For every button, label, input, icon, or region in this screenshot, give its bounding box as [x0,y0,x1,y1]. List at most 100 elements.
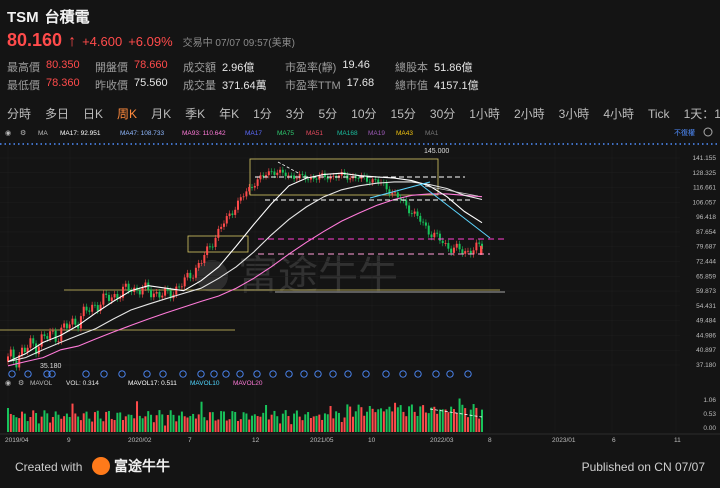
candle-body [441,240,444,244]
tab-12[interactable]: 30分 [429,107,456,121]
time-tick: 7 [188,437,192,444]
event-marker-icon[interactable] [43,370,51,378]
event-marker-icon[interactable] [399,370,407,378]
event-marker-icon[interactable] [8,370,16,378]
event-marker-icon[interactable] [362,370,370,378]
volume-bar [402,411,405,432]
volume-bar [478,418,481,432]
volume-bar [110,418,113,432]
tab-11[interactable]: 15分 [390,107,416,121]
volume-bar [74,413,77,432]
tab-5[interactable]: 季K [185,107,206,121]
event-marker-icon[interactable] [253,370,261,378]
no-adjust-label[interactable]: 不復權 [674,128,695,137]
stat-value: 371.64萬 [222,80,267,92]
volume-bar [399,405,402,432]
stock-title: TSM 台積電 [7,6,96,27]
tab-16[interactable]: 4小時 [603,107,634,121]
event-marker-icon[interactable] [159,370,167,378]
kline-chart[interactable]: MA MA17: 92.951 MA47: 108.733 MA93: 110.642… [0,126,720,446]
event-marker-icon[interactable] [210,370,218,378]
tab-1[interactable]: 多日 [45,107,70,121]
event-marker-icon[interactable] [222,370,230,378]
tab-6[interactable]: 年K [219,107,240,121]
event-marker-icon[interactable] [300,370,308,378]
volume-bar [194,418,197,432]
event-marker-icon[interactable] [143,370,151,378]
candle-body [405,200,408,206]
candle-body [315,178,318,180]
candle-body [124,283,127,287]
time-tick: 10 [368,437,376,444]
eye-icon[interactable]: ◉ [5,380,11,387]
candle-body [197,262,200,268]
volume-bar [121,420,124,432]
volume-bar [85,411,88,432]
candle-body [408,205,411,214]
volume-bar [363,415,366,432]
candle-body [203,254,206,263]
event-marker-icon[interactable] [24,370,32,378]
event-marker-icon[interactable] [100,370,108,378]
candle-body [251,187,254,188]
tab-0[interactable]: 分時 [7,107,32,121]
event-marker-icon[interactable] [269,370,277,378]
eye-icon[interactable]: ◉ [5,130,11,137]
event-marker-icon[interactable] [48,370,56,378]
volume-bar [136,401,139,432]
settings-small-icon[interactable]: ⚙ [18,379,24,387]
trend-drawings [255,161,508,255]
tab-13[interactable]: 1小時 [469,107,500,121]
event-marker-icon[interactable] [179,370,187,378]
created-with-label: Created with [15,460,83,474]
candle-body [26,347,29,352]
event-marker-icon[interactable] [82,370,90,378]
volume-tick: 0.53 [703,411,716,418]
price-axis: 141.155 128.325 116.661 106.057 96.418 87.654… [693,155,717,369]
tab-7[interactable]: 1分 [253,107,272,121]
time-tick: 2023/01 [552,437,576,444]
candle-body [298,174,301,179]
tab-2[interactable]: 日K [83,107,104,121]
event-marker-icon[interactable] [464,370,472,378]
event-marker-icon[interactable] [197,370,205,378]
event-marker-icon[interactable] [446,370,454,378]
stat-label: 開盤價 [95,62,128,74]
tab-15[interactable]: 3小時 [558,107,590,121]
volume-bar [357,404,360,432]
price-tick: 87.654 [696,229,716,236]
tab-4[interactable]: 月K [151,107,172,121]
volume-bar [351,416,354,432]
volume-bar [368,406,371,432]
tab-3[interactable]: 周K [117,107,138,121]
event-marker-icon[interactable] [236,370,244,378]
volume-bar [270,414,273,432]
candle-body [21,347,24,356]
volume-bar [93,412,96,432]
event-marker-icon[interactable] [414,370,422,378]
candle-body [281,169,284,173]
tab-17[interactable]: Tick [648,107,670,121]
candle-body [402,200,405,201]
price-tick: 44.986 [696,332,716,339]
event-marker-icon[interactable] [329,370,337,378]
tab-9[interactable]: 5分 [318,107,338,121]
candle-body [419,215,422,222]
stat-label: 成交額 [183,62,216,74]
event-marker-icon[interactable] [314,370,322,378]
candle-body [228,213,231,217]
event-marker-icon[interactable] [382,370,390,378]
ma47-line [7,181,483,363]
settings-small-icon[interactable]: ⚙ [20,129,26,137]
tab-10[interactable]: 10分 [351,107,377,121]
event-marker-icon[interactable] [344,370,352,378]
tab-14[interactable]: 2小時 [513,107,545,121]
settings-icon[interactable] [703,127,713,137]
event-marker-icon[interactable] [285,370,293,378]
tab-8[interactable]: 3分 [285,107,305,121]
tab-18[interactable]: 1天：1分K [683,107,720,121]
event-marker-icon[interactable] [432,370,440,378]
volume-bar [96,410,99,432]
candle-body [96,305,99,311]
event-marker-icon[interactable] [118,370,126,378]
